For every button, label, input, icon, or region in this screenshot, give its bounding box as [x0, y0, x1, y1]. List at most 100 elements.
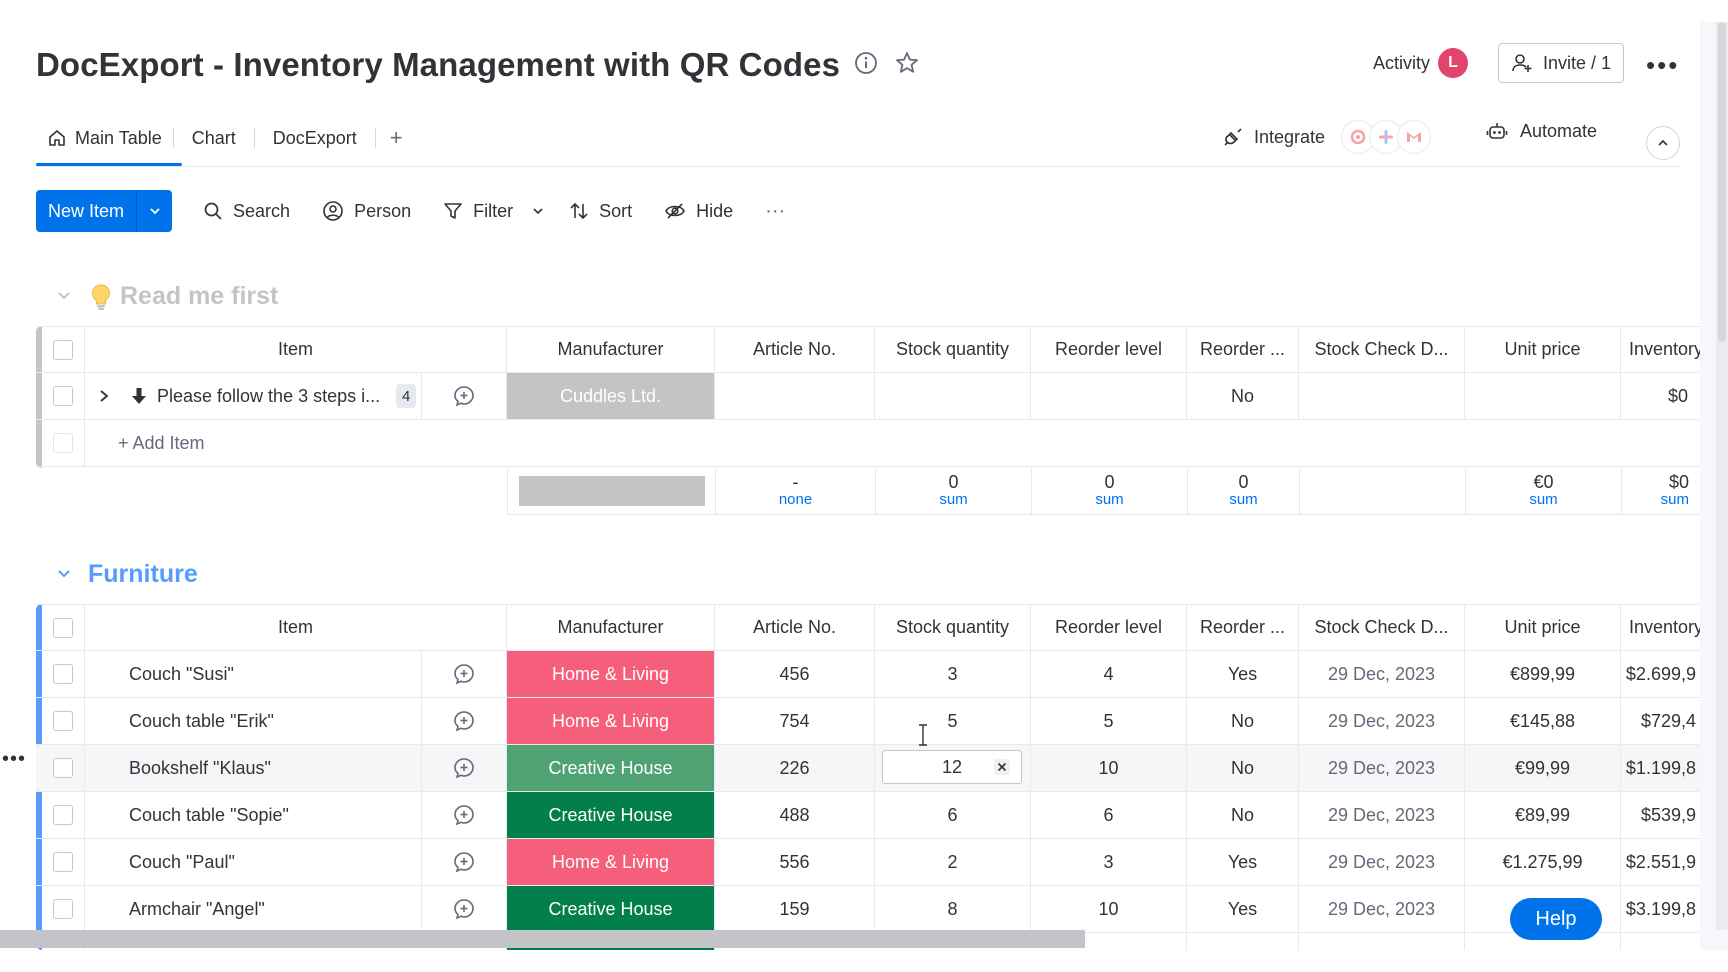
article-cell[interactable]: 456	[715, 651, 875, 697]
manufacturer-status[interactable]: Home & Living	[507, 698, 715, 744]
reorder-summary[interactable]: 0 sum	[1188, 468, 1300, 514]
reorder-level-cell[interactable]	[1031, 373, 1187, 419]
clear-value-icon[interactable]	[993, 758, 1011, 781]
horizontal-scrollbar[interactable]	[0, 930, 1085, 948]
activity-button[interactable]: Activity L	[1373, 48, 1469, 78]
stock-cell[interactable]: 8	[875, 886, 1031, 932]
column-header-article[interactable]: Article No.	[715, 605, 875, 650]
column-header-stock-check[interactable]: Stock Check D...	[1299, 605, 1465, 650]
article-cell[interactable]: 556	[715, 839, 875, 885]
updates-cell[interactable]	[422, 698, 507, 744]
column-header-inventory[interactable]: Inventory V	[1629, 617, 1700, 637]
stock-check-date-cell[interactable]: 29 Dec, 2023	[1299, 792, 1465, 838]
table-row[interactable]: Couch table "Erik" Home & Living 754 5 5 No 29…	[36, 698, 1700, 745]
item-cell[interactable]: Armchair "Angel"	[85, 886, 422, 932]
group-title-readme[interactable]: Read me first	[90, 282, 278, 311]
article-cell[interactable]: 488	[715, 792, 875, 838]
inventory-cell[interactable]: $539,9	[1640, 804, 1696, 825]
item-cell[interactable]: Couch table "Erik"	[85, 698, 422, 744]
reorder-level-cell[interactable]: 4	[1031, 651, 1187, 697]
info-icon[interactable]	[853, 50, 879, 76]
table-row[interactable]: Bookshelf "Klaus" Creative House 226 10 No 29…	[36, 745, 1700, 792]
table-row[interactable]: Please follow the 3 steps i... 4 Cuddles…	[36, 373, 1700, 420]
unit-price-cell[interactable]: €1.275,99	[1465, 839, 1621, 885]
stock-check-date-cell[interactable]	[1299, 373, 1465, 419]
stock-quantity-edit-input[interactable]: 12	[882, 750, 1022, 784]
tab-chart[interactable]: Chart	[191, 127, 236, 148]
updates-cell[interactable]	[422, 886, 507, 932]
updates-cell[interactable]	[422, 792, 507, 838]
table-row[interactable]: Armchair "Angel" Creative House 159 8 10 Yes 2…	[36, 886, 1700, 933]
inventory-cell[interactable]: $0	[1667, 385, 1688, 406]
star-icon[interactable]	[894, 50, 920, 76]
manufacturer-status[interactable]: Cuddles Ltd.	[507, 373, 715, 419]
unit-price-cell[interactable]: €899,99	[1465, 651, 1621, 697]
subitems-count-badge[interactable]: 4	[396, 384, 417, 408]
inventory-cell[interactable]: $2.699,9	[1625, 663, 1696, 684]
person-filter-button[interactable]: Person	[322, 200, 411, 222]
manufacturer-status[interactable]: Creative House	[507, 886, 715, 932]
column-header-article[interactable]: Article No.	[715, 327, 875, 372]
stock-check-date-cell[interactable]: 29 Dec, 2023	[1299, 651, 1465, 697]
inventory-cell[interactable]: $729,4	[1640, 710, 1696, 731]
stock-cell[interactable]: 5	[875, 698, 1031, 744]
column-header-reorder[interactable]: Reorder ...	[1187, 605, 1299, 650]
unit-price-cell[interactable]	[1465, 886, 1621, 932]
stock-cell[interactable]	[875, 373, 1031, 419]
stock-cell[interactable]: 3	[875, 651, 1031, 697]
article-cell[interactable]: 226	[715, 745, 875, 791]
updates-cell[interactable]	[422, 839, 507, 885]
row-options-icon[interactable]: •••	[2, 748, 27, 770]
reorder-level-summary[interactable]: 0 sum	[1032, 468, 1188, 514]
unit-price-cell[interactable]: €145,88	[1465, 698, 1621, 744]
reorder-cell[interactable]: No	[1187, 792, 1299, 838]
row-checkbox[interactable]	[53, 852, 73, 872]
row-checkbox[interactable]	[53, 805, 73, 825]
article-cell[interactable]: 754	[715, 698, 875, 744]
collapse-header-button[interactable]	[1646, 126, 1680, 160]
more-toolbar-button[interactable]: ···	[765, 199, 786, 222]
reorder-cell[interactable]: No	[1187, 745, 1299, 791]
group-collapse-toggle[interactable]	[56, 566, 72, 587]
updates-cell[interactable]	[422, 373, 507, 419]
new-item-dropdown[interactable]	[136, 190, 172, 232]
manufacturer-status[interactable]: Creative House	[507, 745, 715, 791]
table-row[interactable]: Couch table "Sopie" Creative House 488 6 6 No…	[36, 792, 1700, 839]
column-header-stock[interactable]: Stock quantity	[875, 605, 1031, 650]
reorder-level-cell[interactable]: 5	[1031, 698, 1187, 744]
manufacturer-status[interactable]: Creative House	[507, 792, 715, 838]
column-header-unit-price[interactable]: Unit price	[1465, 605, 1621, 650]
chevron-down-icon[interactable]	[531, 204, 545, 218]
item-cell[interactable]: Couch "Susi"	[85, 651, 422, 697]
stock-check-date-cell[interactable]: 29 Dec, 2023	[1299, 839, 1465, 885]
reorder-cell[interactable]: No	[1187, 373, 1299, 419]
reorder-cell[interactable]: Yes	[1187, 651, 1299, 697]
reorder-cell[interactable]: Yes	[1187, 886, 1299, 932]
article-summary[interactable]: - none	[716, 468, 876, 514]
column-header-stock-check[interactable]: Stock Check D...	[1299, 327, 1465, 372]
stock-cell[interactable]: 6	[875, 792, 1031, 838]
tab-main-table[interactable]: Main Table	[36, 119, 173, 157]
column-header-stock[interactable]: Stock quantity	[875, 327, 1031, 372]
item-cell[interactable]: Couch "Paul"	[85, 839, 422, 885]
unit-price-cell[interactable]	[1465, 373, 1621, 419]
board-title[interactable]: DocExport - Inventory Management with QR…	[36, 46, 841, 83]
stock-cell[interactable]: 2	[875, 839, 1031, 885]
row-checkbox[interactable]	[53, 758, 73, 778]
filter-button[interactable]: Filter	[443, 201, 545, 222]
unit-price-cell[interactable]: €99,99	[1465, 745, 1621, 791]
manufacturer-status[interactable]: Home & Living	[507, 651, 715, 697]
column-header-manufacturer[interactable]: Manufacturer	[507, 327, 715, 372]
table-row[interactable]: Couch "Susi" Home & Living 456 3 4 Yes 29 Dec,…	[36, 651, 1700, 698]
updates-cell[interactable]	[422, 651, 507, 697]
search-button[interactable]: Search	[203, 201, 290, 222]
stock-check-date-cell[interactable]: 29 Dec, 2023	[1299, 698, 1465, 744]
integrate-button[interactable]: Integrate	[1222, 120, 1432, 154]
inventory-cell[interactable]: $2.551,9	[1625, 851, 1696, 872]
reorder-level-cell[interactable]: 10	[1031, 745, 1187, 791]
more-options-icon[interactable]: •••	[1646, 50, 1680, 80]
reorder-level-cell[interactable]: 10	[1031, 886, 1187, 932]
row-checkbox[interactable]	[53, 711, 73, 731]
table-row[interactable]: Couch "Paul" Home & Living 556 2 3 Yes 29 Dec,…	[36, 839, 1700, 886]
stock-cell[interactable]	[875, 745, 1031, 791]
